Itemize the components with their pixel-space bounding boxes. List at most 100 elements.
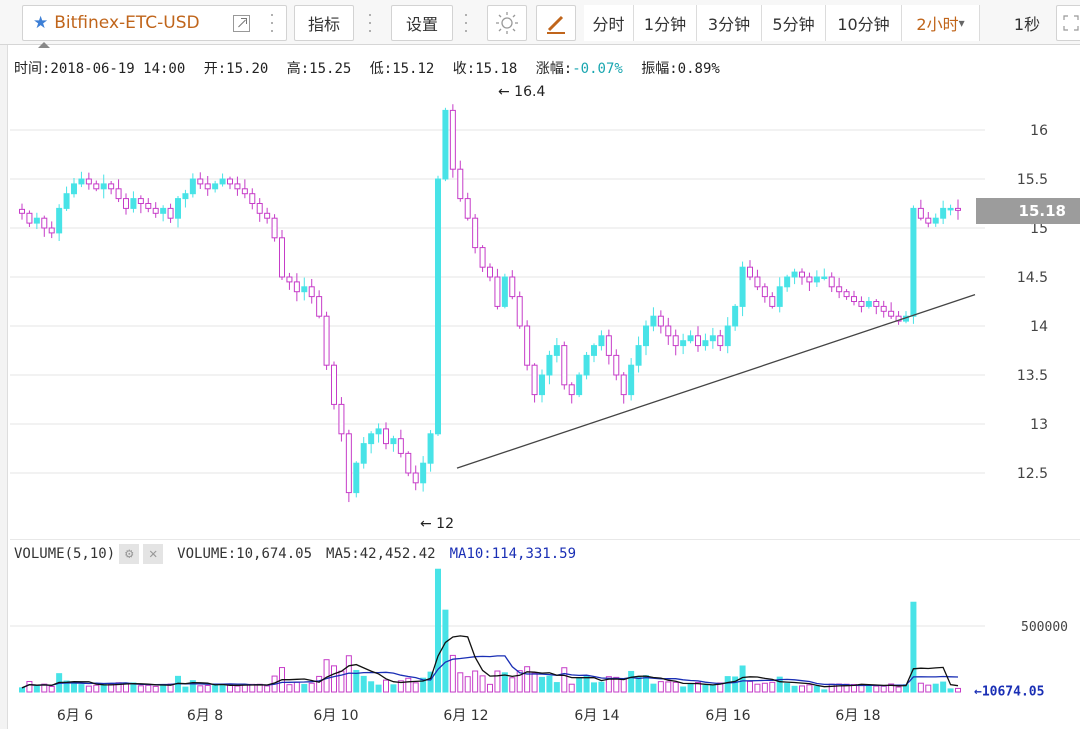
volume-bar <box>48 685 55 693</box>
volume-bar <box>553 682 560 693</box>
popout-icon[interactable] <box>233 15 250 32</box>
candle-body <box>776 286 783 307</box>
candle-body <box>353 462 360 494</box>
volume-bar <box>672 681 679 693</box>
volume-bar <box>524 666 531 693</box>
candle-body <box>405 452 412 474</box>
candle-body <box>464 198 471 219</box>
indicators-label: 指标 <box>307 15 340 34</box>
volume-bar <box>494 670 501 693</box>
candle-body <box>895 315 902 322</box>
volume-bar <box>806 684 813 693</box>
gear-icon[interactable]: ⚙ <box>119 544 140 564</box>
volume-chart[interactable]: 500000 ←10674.05 <box>0 564 1080 700</box>
volume-bar <box>71 682 77 693</box>
candle-body <box>457 168 464 200</box>
fullscreen-icon <box>1063 15 1079 31</box>
candle-body <box>784 276 791 288</box>
period-tab-3[interactable]: 5分钟 <box>762 5 826 41</box>
candlestick-chart[interactable]: 12.5 13 13.5 14 14.5 15 15.5 16 ← 16.4 ← 12 <box>0 80 1080 540</box>
candle-body <box>100 183 107 190</box>
candle-body <box>836 286 843 293</box>
volume-bar <box>776 676 783 693</box>
volume-bar <box>189 680 196 693</box>
candle-body <box>271 217 278 239</box>
candle-body <box>435 178 441 435</box>
volume-bar <box>873 685 880 693</box>
volume-bar <box>747 680 753 693</box>
period-tab-1[interactable]: 1分钟 <box>634 5 697 41</box>
volume-bar <box>539 676 545 693</box>
period-tab-4[interactable]: 10分钟 <box>826 5 902 41</box>
info-close: 收:15.18 <box>452 61 518 77</box>
volume-bar <box>940 681 947 693</box>
candle-body <box>19 208 25 214</box>
candle-body <box>279 237 285 278</box>
candle-body <box>48 227 55 234</box>
candle-body <box>605 335 612 356</box>
info-change-label: 涨幅: <box>535 61 573 77</box>
candle-body <box>331 364 337 405</box>
candle-body <box>175 198 181 219</box>
volume-bar <box>33 685 40 693</box>
theme-toggle-button[interactable] <box>487 5 527 41</box>
ma5-line <box>21 635 959 689</box>
volume-bar <box>219 684 226 693</box>
price-tick-label: 13 <box>1030 417 1048 433</box>
candle-body <box>427 433 434 464</box>
draw-tool-button[interactable] <box>536 5 576 41</box>
star-icon[interactable]: ★ <box>33 13 49 33</box>
price-tick-label: 12.5 <box>1017 466 1048 482</box>
indicators-button[interactable]: 指标 <box>294 5 354 41</box>
volume-bar <box>204 684 211 693</box>
settings-button[interactable]: 设置 <box>391 5 453 41</box>
candle-body <box>338 403 345 435</box>
volume-bar <box>412 682 419 693</box>
candle-body <box>33 217 40 224</box>
candle-body <box>160 207 167 214</box>
volume-bar <box>427 671 434 693</box>
volume-bar <box>19 687 25 693</box>
period-tab-5[interactable]: 2小时 ▾ <box>902 5 980 41</box>
drag-handle-icon[interactable] <box>268 11 276 35</box>
time-axis: 6月 6 6月 8 6月 10 6月 12 6月 14 6月 16 6月 18 <box>0 700 1080 729</box>
candle-body <box>591 345 597 356</box>
volume-bar <box>308 682 315 693</box>
volume-bar <box>635 676 642 693</box>
high-annotation: ← 16.4 <box>498 84 545 100</box>
candle-body <box>561 345 568 386</box>
candle-body <box>702 340 709 347</box>
candle-body <box>769 296 776 307</box>
candle-body <box>791 271 798 278</box>
volume-bar <box>41 683 48 693</box>
candle-body <box>390 438 397 445</box>
collapse-arrow-icon[interactable] <box>38 42 50 48</box>
volume-bar <box>917 682 924 693</box>
period-tab-0[interactable]: 分时 <box>584 5 634 41</box>
volume-bar <box>487 683 493 693</box>
candle-body <box>316 296 323 317</box>
volume-bar <box>137 685 144 693</box>
candle-body <box>799 271 805 278</box>
volume-bar <box>598 681 605 693</box>
candle-body <box>524 325 531 366</box>
volume-bar <box>650 683 657 693</box>
fullscreen-button[interactable] <box>1056 5 1080 41</box>
candle-body <box>516 296 523 327</box>
volume-bar <box>591 682 597 693</box>
info-low: 低:15.12 <box>369 61 435 77</box>
candle-body <box>754 276 761 288</box>
drag-handle-icon[interactable] <box>366 11 374 35</box>
candle-body <box>583 354 590 376</box>
toolbar: ★ Bitfinex-ETC-USD 指标 设置 分时 1分钟 3分钟 5分钟 10分钟… <box>0 0 1080 48</box>
volume-bar <box>501 672 508 693</box>
candle-body <box>828 276 835 288</box>
close-icon[interactable]: ✕ <box>143 544 164 564</box>
pencil-icon <box>547 15 565 34</box>
period-tab-6[interactable]: 1秒 <box>1002 5 1052 41</box>
symbol-selector[interactable]: ★ Bitfinex-ETC-USD <box>22 5 287 41</box>
volume-ma10: MA10:114,331.59 <box>449 546 577 562</box>
period-tab-2[interactable]: 3分钟 <box>697 5 762 41</box>
drag-handle-icon[interactable] <box>462 11 470 35</box>
candle-body <box>93 183 100 190</box>
